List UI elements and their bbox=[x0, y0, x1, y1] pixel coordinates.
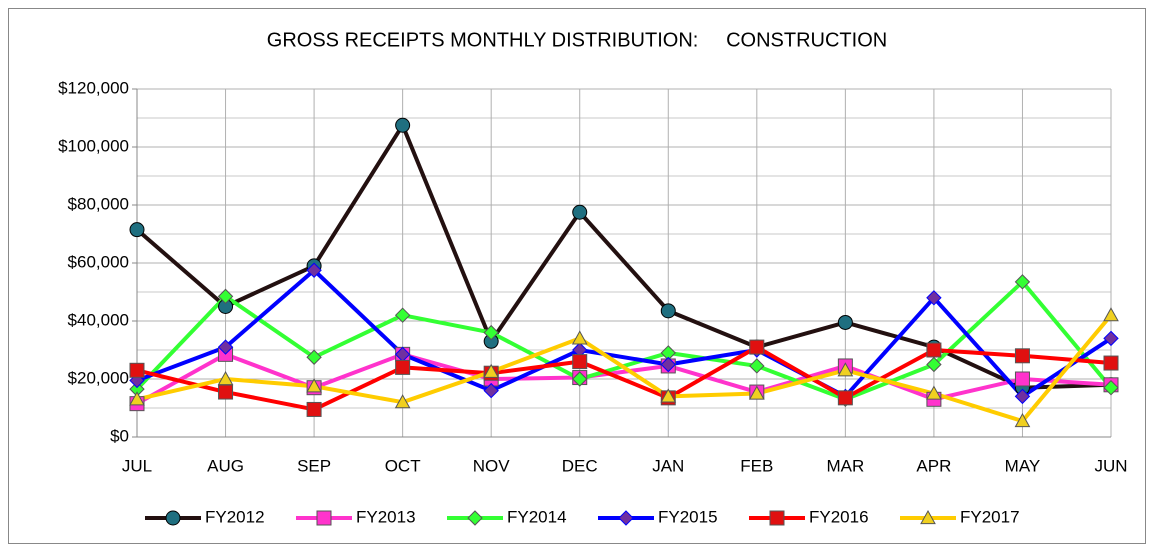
legend-label: FY2014 bbox=[507, 507, 567, 526]
marker bbox=[660, 388, 677, 403]
marker bbox=[218, 384, 234, 400]
marker bbox=[618, 510, 634, 526]
x-tick-label: NOV bbox=[473, 456, 511, 475]
marker bbox=[749, 358, 765, 374]
legend-label: FY2013 bbox=[356, 507, 416, 526]
marker bbox=[926, 385, 942, 400]
marker bbox=[837, 362, 854, 377]
x-tick-label: JUN bbox=[1094, 456, 1127, 475]
series-line bbox=[136, 352, 1112, 406]
y-tick-label: $20,000 bbox=[68, 368, 129, 387]
legend-label: FY2017 bbox=[960, 507, 1020, 526]
marker bbox=[306, 378, 322, 393]
legend-label: FY2016 bbox=[809, 507, 869, 526]
marker bbox=[837, 390, 853, 406]
x-tick-label: JAN bbox=[652, 456, 684, 475]
marker bbox=[571, 330, 588, 345]
y-tick-label: $100,000 bbox=[58, 136, 129, 155]
marker bbox=[483, 324, 499, 341]
marker bbox=[483, 363, 500, 378]
y-tick-label: $120,000 bbox=[58, 78, 129, 97]
marker bbox=[217, 339, 234, 355]
y-tick-label: $0 bbox=[110, 426, 129, 445]
marker bbox=[129, 222, 145, 238]
x-tick-label: JUL bbox=[122, 456, 152, 475]
series-line bbox=[135, 123, 1112, 390]
marker bbox=[1014, 388, 1031, 405]
marker bbox=[306, 349, 322, 365]
marker bbox=[394, 394, 411, 409]
marker bbox=[1103, 379, 1119, 396]
series-line bbox=[136, 268, 1113, 399]
marker bbox=[129, 362, 145, 378]
marker bbox=[394, 307, 411, 323]
marker bbox=[129, 391, 145, 406]
marker bbox=[920, 509, 936, 525]
marker bbox=[165, 510, 181, 526]
marker bbox=[316, 510, 332, 526]
x-tick-label: MAY bbox=[1005, 456, 1041, 475]
marker bbox=[1103, 307, 1119, 322]
marker bbox=[926, 290, 942, 306]
marker bbox=[749, 339, 765, 355]
marker bbox=[306, 262, 322, 278]
marker bbox=[217, 288, 234, 305]
x-tick-label: FEB bbox=[740, 456, 773, 475]
marker bbox=[769, 510, 785, 526]
marker bbox=[572, 354, 588, 370]
marker bbox=[1014, 413, 1031, 428]
series-line bbox=[136, 313, 1113, 424]
marker bbox=[395, 117, 411, 133]
marker bbox=[483, 382, 499, 399]
y-tick-label: $40,000 bbox=[68, 310, 129, 329]
marker bbox=[217, 370, 234, 386]
marker bbox=[748, 385, 765, 400]
marker bbox=[660, 356, 676, 373]
marker bbox=[1014, 348, 1030, 364]
x-tick-label: MAR bbox=[826, 456, 864, 475]
marker bbox=[1103, 355, 1119, 371]
x-tick-label: DEC bbox=[562, 456, 598, 475]
marker bbox=[1103, 330, 1119, 347]
x-tick-label: OCT bbox=[385, 456, 421, 475]
legend-label: FY2012 bbox=[205, 507, 265, 526]
x-tick-label: AUG bbox=[207, 456, 244, 475]
y-tick-label: $60,000 bbox=[68, 252, 129, 271]
marker bbox=[1014, 371, 1030, 387]
marker bbox=[467, 510, 483, 526]
series-line bbox=[136, 345, 1112, 412]
marker bbox=[660, 303, 676, 319]
chart-frame bbox=[8, 8, 1146, 544]
marker bbox=[926, 342, 942, 358]
legend-label: FY2015 bbox=[658, 507, 718, 526]
marker bbox=[1014, 274, 1031, 290]
marker bbox=[306, 401, 322, 417]
chart-title: GROSS RECEIPTS MONTHLY DISTRIBUTION: CON… bbox=[267, 29, 887, 51]
x-tick-label: SEP bbox=[297, 456, 331, 475]
marker bbox=[926, 356, 942, 373]
marker bbox=[395, 359, 411, 375]
x-tick-label: APR bbox=[916, 456, 951, 475]
marker bbox=[572, 204, 588, 220]
marker bbox=[837, 314, 853, 330]
marker bbox=[572, 371, 588, 387]
y-tick-label: $80,000 bbox=[68, 194, 129, 213]
